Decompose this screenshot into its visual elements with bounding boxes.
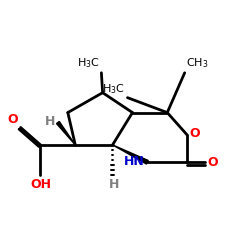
- Text: O: O: [208, 156, 218, 169]
- Text: HN: HN: [124, 155, 145, 168]
- Text: H$_3$C: H$_3$C: [102, 82, 125, 96]
- Text: OH: OH: [30, 178, 51, 192]
- Text: O: O: [7, 113, 18, 126]
- Polygon shape: [56, 122, 75, 145]
- Text: H: H: [44, 115, 55, 128]
- Polygon shape: [112, 145, 148, 164]
- Text: O: O: [190, 127, 200, 140]
- Text: H: H: [109, 178, 119, 191]
- Text: CH$_3$: CH$_3$: [186, 56, 208, 70]
- Text: H$_3$C: H$_3$C: [77, 56, 100, 70]
